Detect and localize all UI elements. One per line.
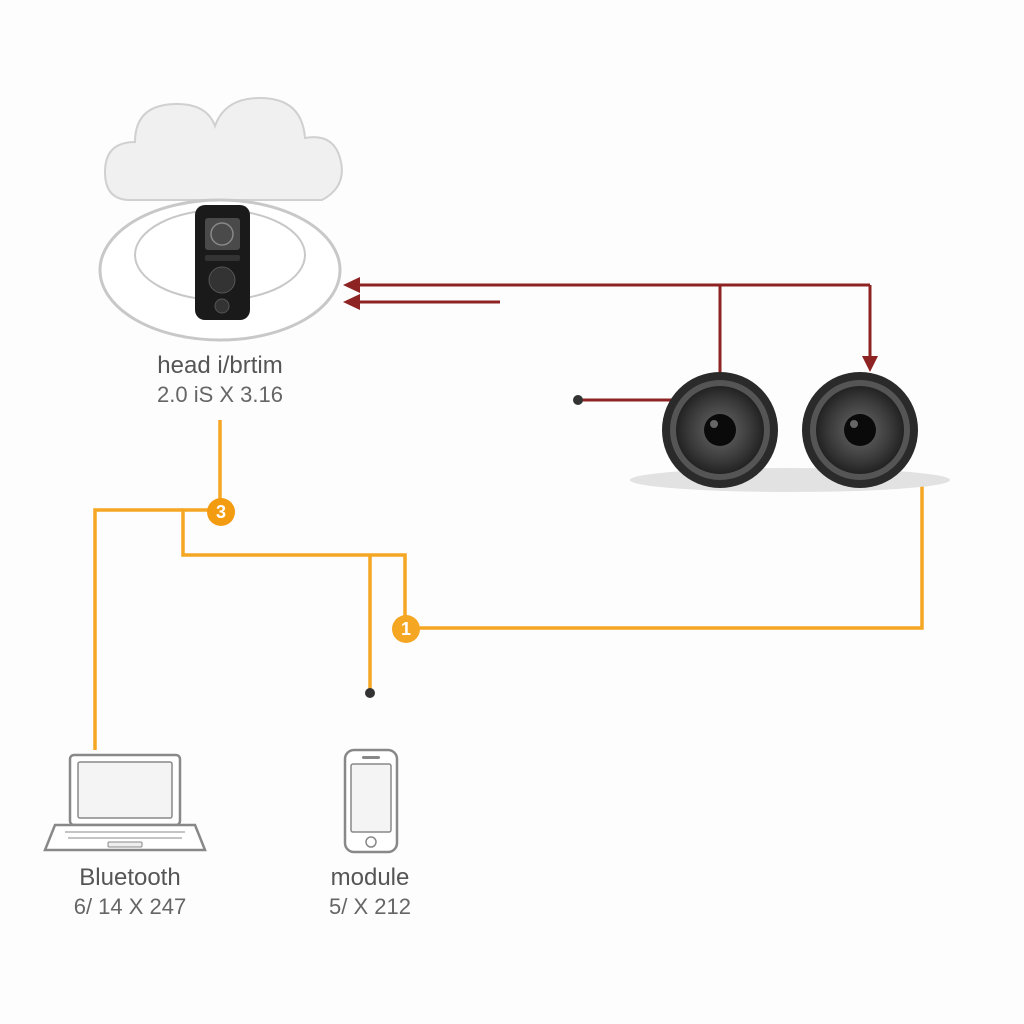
badge-3: 3	[207, 498, 235, 526]
speaker-left	[662, 372, 778, 488]
head-label-line2: 2.0 iS X 3.16	[120, 381, 320, 410]
phone-node	[345, 750, 397, 852]
badge-1: 1	[392, 615, 420, 643]
module-label-line2: 5/ X 212	[290, 893, 450, 922]
red-endpoint-dot	[573, 395, 583, 405]
bluetooth-label-line2: 6/ 14 X 247	[30, 893, 230, 922]
laptop-node	[45, 755, 205, 850]
bluetooth-label-line1: Bluetooth	[30, 862, 230, 893]
arrowhead-left-1	[343, 277, 360, 293]
head-label-line1: head i/brtim	[120, 350, 320, 381]
device-bottom-button	[215, 299, 229, 313]
cloud-icon	[105, 98, 342, 200]
module-label: module 5/ X 212	[290, 862, 450, 922]
speaker-right	[802, 372, 918, 488]
device-button-row	[205, 255, 240, 261]
arrowhead-left-2	[343, 294, 360, 310]
head-node	[100, 98, 342, 340]
speakers-shadow	[630, 468, 950, 492]
arrowhead-down	[862, 356, 878, 372]
speakers-node	[630, 372, 950, 492]
orange-laptop-branch	[95, 510, 183, 750]
orange-phone-dot	[365, 688, 375, 698]
module-label-line1: module	[290, 862, 450, 893]
badge-3-text: 3	[216, 502, 226, 523]
device-dpad	[209, 267, 235, 293]
badge-1-text: 1	[401, 619, 411, 640]
head-label: head i/brtim 2.0 iS X 3.16	[120, 350, 320, 410]
bluetooth-label: Bluetooth 6/ 14 X 247	[30, 862, 230, 922]
